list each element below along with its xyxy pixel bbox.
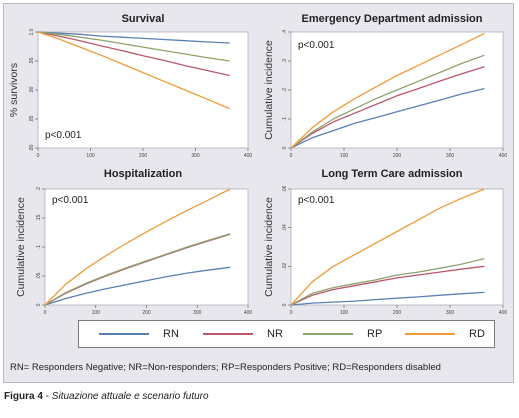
y-axis-label: % survivors [8, 63, 20, 117]
legend-item-rp: RP [303, 321, 382, 347]
y-tick-label: .1 [36, 245, 42, 249]
y-tick-label: .80 [29, 144, 35, 151]
legend-swatch-nr [203, 333, 253, 335]
p-value-annotation: p<0.001 [45, 130, 82, 141]
x-tick-label: 200 [393, 153, 402, 159]
figure-caption: Figura 4 - Situazione attuale e scenario… [4, 391, 209, 402]
series-line-rp [290, 54, 485, 149]
x-tick-label: 100 [340, 153, 349, 159]
panel-long-term-care-admission: 0 100 200 300 400 0 .02 .04 .06 Long Term Care ad… [263, 168, 507, 316]
series-line-nr [37, 31, 230, 77]
y-tick-label: .1 [282, 117, 288, 121]
x-tick-label: 0 [44, 310, 47, 316]
y-tick-label: .06 [282, 185, 288, 192]
panel-emergency-department-admission: 0 100 200 300 400 0 .1 .2 .3 .4 Emergency Departme… [263, 13, 507, 159]
series-line-rd [44, 188, 231, 306]
series-line-rd [290, 32, 485, 149]
x-tick-label: 300 [193, 310, 202, 316]
series-line-rn [290, 291, 485, 306]
y-tick-label: .04 [282, 224, 288, 231]
p-value-annotation: p<0.001 [52, 195, 89, 206]
x-tick-label: 300 [446, 153, 455, 159]
series-line-rd [290, 188, 485, 306]
series-line-nr [290, 265, 485, 306]
x-tick-label: 400 [244, 153, 253, 159]
y-tick-label: .85 [29, 115, 35, 122]
legend-label-rn: RN [163, 328, 179, 340]
x-tick-label: 100 [92, 310, 101, 316]
x-tick-label: 200 [139, 153, 148, 159]
x-tick-label: 300 [446, 310, 455, 316]
y-tick-label: .15 [36, 214, 42, 221]
legend-label-rp: RP [367, 328, 383, 340]
legend-item-rn: RN [99, 321, 179, 347]
series-line-rn [37, 31, 230, 44]
x-tick-label: 0 [290, 153, 293, 159]
x-tick-label: 400 [244, 310, 253, 316]
y-tick-label: .2 [282, 88, 288, 92]
panel-survival: 0 100 200 300 400 .80 .85 .90 .95 1.0 Survival % su… [8, 13, 252, 159]
y-tick-label: .3 [282, 59, 288, 63]
panel-hospitalization: 0 100 200 300 400 0 .05 .1 .15 .2 Hospitalization C… [15, 168, 252, 316]
panel-title: Long Term Care admission [322, 168, 463, 180]
panel-title: Emergency Department admission [302, 13, 483, 25]
p-value-annotation: p<0.001 [298, 195, 335, 206]
caption-text: Situazione attuale e scenario futuro [51, 391, 209, 402]
x-tick-label: 0 [37, 153, 40, 159]
y-tick-label: .02 [282, 263, 288, 270]
y-tick-label: .05 [36, 272, 42, 279]
y-tick-label: 1.0 [29, 28, 35, 35]
series-line-rp [290, 257, 485, 306]
y-tick-label: 0 [282, 146, 288, 149]
panel-title: Hospitalization [104, 168, 183, 180]
legend-swatch-rp [303, 333, 353, 335]
series-line-rd [37, 31, 230, 110]
legend: RN NR RP RD [78, 320, 495, 348]
y-axis-label: Cumulative incidence [15, 197, 27, 297]
y-tick-label: 0 [282, 303, 288, 306]
legend-label-rd: RD [469, 328, 485, 340]
y-axis-label: Cumulative incidence [263, 197, 275, 297]
panel-title: Survival [122, 13, 165, 25]
plot-area [290, 188, 504, 306]
caption-separator: - [42, 391, 52, 402]
legend-item-nr: NR [203, 321, 283, 347]
x-tick-label: 200 [393, 310, 402, 316]
x-tick-label: 300 [191, 153, 200, 159]
x-tick-label: 100 [340, 310, 349, 316]
x-tick-label: 0 [290, 310, 293, 316]
definitions-note: RN= Responders Negative; NR=Non-responde… [10, 362, 441, 373]
y-tick-label: .95 [29, 57, 35, 64]
plot-area [44, 188, 249, 306]
series-line-rp [44, 233, 231, 306]
series-line-rn [44, 266, 231, 306]
y-tick-label: .4 [282, 30, 288, 34]
p-value-annotation: p<0.001 [298, 40, 335, 51]
y-tick-label: 0 [36, 303, 42, 306]
y-tick-label: .2 [36, 187, 42, 191]
series-line-rp [37, 31, 230, 62]
plot-area [37, 31, 249, 149]
legend-swatch-rd [405, 333, 455, 335]
legend-label-nr: NR [267, 328, 283, 340]
x-tick-label: 100 [86, 153, 95, 159]
series-line-rn [290, 87, 485, 149]
legend-swatch-rn [99, 333, 149, 335]
y-axis-label: Cumulative incidence [263, 40, 275, 140]
series-line-nr [290, 66, 485, 149]
x-tick-label: 400 [499, 153, 508, 159]
x-tick-label: 200 [142, 310, 151, 316]
caption-label: Figura 4 [4, 391, 43, 402]
y-tick-label: .90 [29, 86, 35, 93]
legend-item-rd: RD [405, 321, 485, 347]
x-tick-label: 400 [499, 310, 508, 316]
